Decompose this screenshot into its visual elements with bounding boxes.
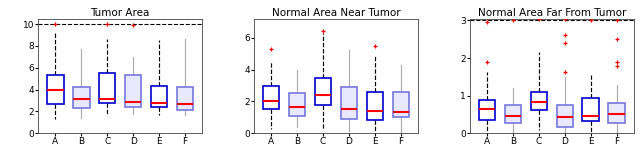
Bar — [367, 92, 383, 120]
Bar — [125, 75, 141, 107]
Bar — [177, 87, 193, 110]
Bar — [340, 87, 357, 119]
Bar — [289, 93, 305, 116]
Title: Tumor Area: Tumor Area — [90, 8, 150, 18]
Bar — [392, 92, 409, 117]
Title: Normal Area Near Tumor: Normal Area Near Tumor — [272, 8, 400, 18]
Bar — [263, 86, 280, 109]
Bar — [315, 78, 332, 105]
Title: Normal Area Far From Tumor: Normal Area Far From Tumor — [477, 8, 626, 18]
Bar — [151, 86, 168, 107]
Bar — [479, 100, 495, 120]
Bar — [557, 105, 573, 126]
Bar — [609, 103, 625, 123]
Bar — [504, 105, 521, 123]
Bar — [531, 92, 547, 110]
Bar — [99, 73, 115, 103]
Bar — [73, 87, 90, 108]
Bar — [47, 75, 63, 104]
Bar — [582, 98, 599, 121]
